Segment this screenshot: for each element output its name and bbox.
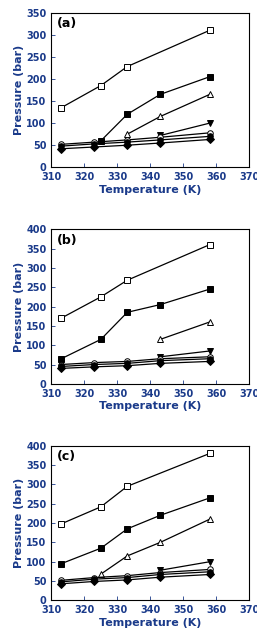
X-axis label: Temperature (K): Temperature (K) <box>99 618 201 628</box>
X-axis label: Temperature (K): Temperature (K) <box>99 401 201 411</box>
Text: (a): (a) <box>57 17 78 30</box>
Y-axis label: Pressure (bar): Pressure (bar) <box>14 478 23 568</box>
Y-axis label: Pressure (bar): Pressure (bar) <box>14 45 23 135</box>
Y-axis label: Pressure (bar): Pressure (bar) <box>14 262 23 351</box>
Text: (c): (c) <box>57 451 77 463</box>
X-axis label: Temperature (K): Temperature (K) <box>99 185 201 195</box>
Text: (b): (b) <box>57 234 78 247</box>
